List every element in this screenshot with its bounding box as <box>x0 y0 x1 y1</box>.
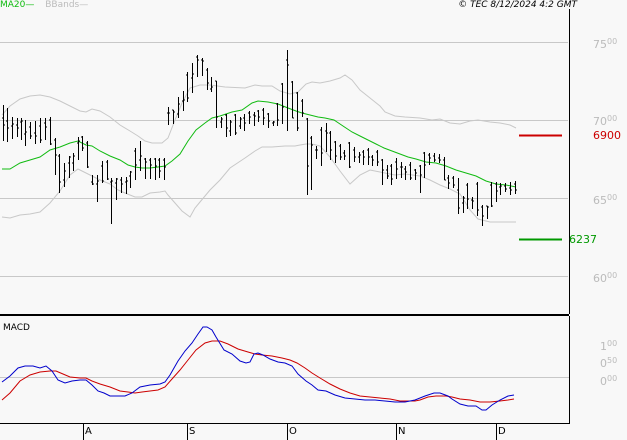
macd-line <box>1 326 515 411</box>
macd-axis-label-1.00: 100 <box>600 339 618 353</box>
month-label-dec: D <box>498 426 506 437</box>
price-axis-label-6500: 6500 <box>593 193 618 207</box>
macd-title: MACD <box>3 323 30 333</box>
month-label-aug: A <box>85 426 92 437</box>
legend-ma20: MA20— <box>0 0 35 10</box>
price-axis-label-7000: 7000 <box>593 114 618 128</box>
macd-axis-label-0.50: 050 <box>600 356 618 370</box>
month-label-oct: O <box>289 426 297 437</box>
price-axis-label-6000: 6000 <box>593 271 618 285</box>
ma20-line <box>2 100 517 188</box>
bbands-lower-line <box>1 143 516 223</box>
month-label-nov: N <box>398 426 406 437</box>
macd-signal-line <box>1 340 515 403</box>
price-bars <box>2 50 517 226</box>
support-level-label: 6237 <box>569 233 597 246</box>
price-gridlines <box>0 42 568 277</box>
bbands-upper-line <box>1 74 517 144</box>
copyright-timestamp: © TEC 8/12/2024 4:2 GMT <box>458 0 577 10</box>
price-axis-label-7500: 7500 <box>593 37 618 51</box>
legend-bbands: BBands— <box>45 0 89 10</box>
month-label-sep: S <box>189 426 196 437</box>
month-ticks <box>83 424 497 440</box>
macd-axis-label-0.00: 000 <box>600 374 618 388</box>
chart-legend: MA20— BBands— <box>0 0 88 11</box>
resistance-level-label: 6900 <box>593 129 621 142</box>
